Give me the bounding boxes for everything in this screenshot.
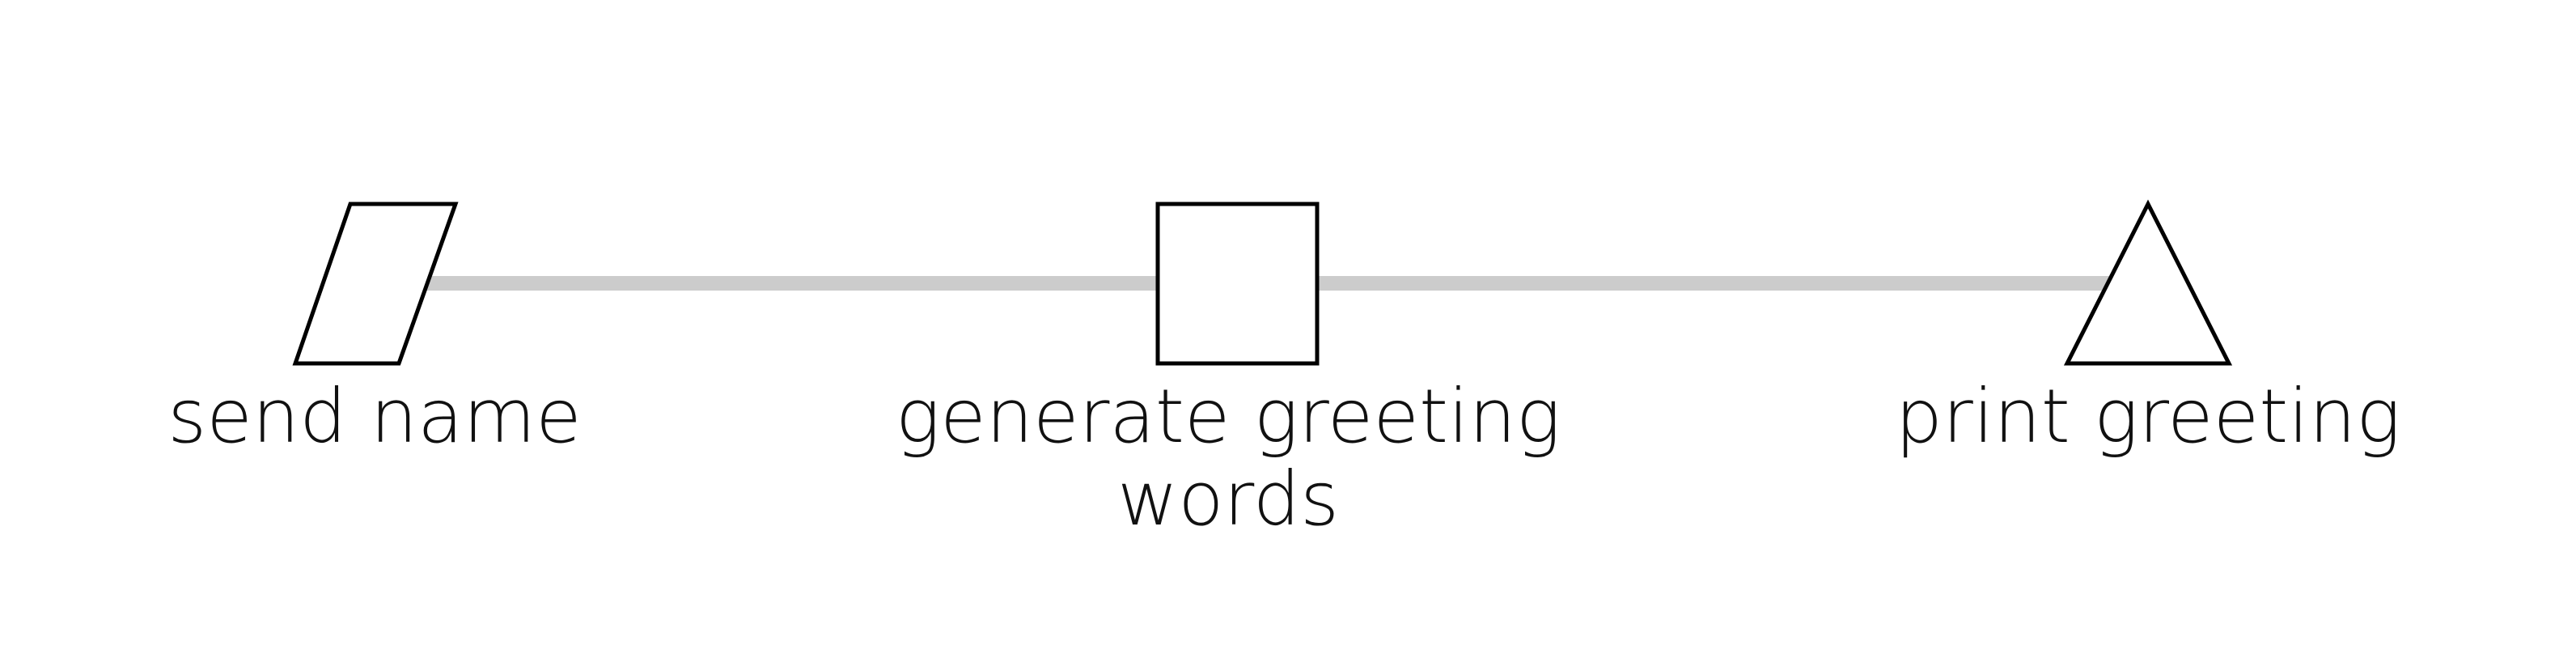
triangle-shape (2063, 199, 2233, 366)
node-generate-greeting-words: generate greeting words (896, 202, 1561, 542)
parallelogram-shape (292, 202, 459, 366)
node-label-print-greeting: print greeting (1896, 373, 2401, 460)
square-shape (1155, 202, 1320, 366)
node-send-name: send name (167, 202, 582, 460)
node-label-send-name: send name (167, 373, 581, 460)
node-label-generate-greeting-line1: generate greeting (896, 373, 1561, 460)
node-print-greeting: print greeting (1896, 199, 2401, 460)
node-label-generate-greeting-line2: words (1117, 456, 1339, 542)
